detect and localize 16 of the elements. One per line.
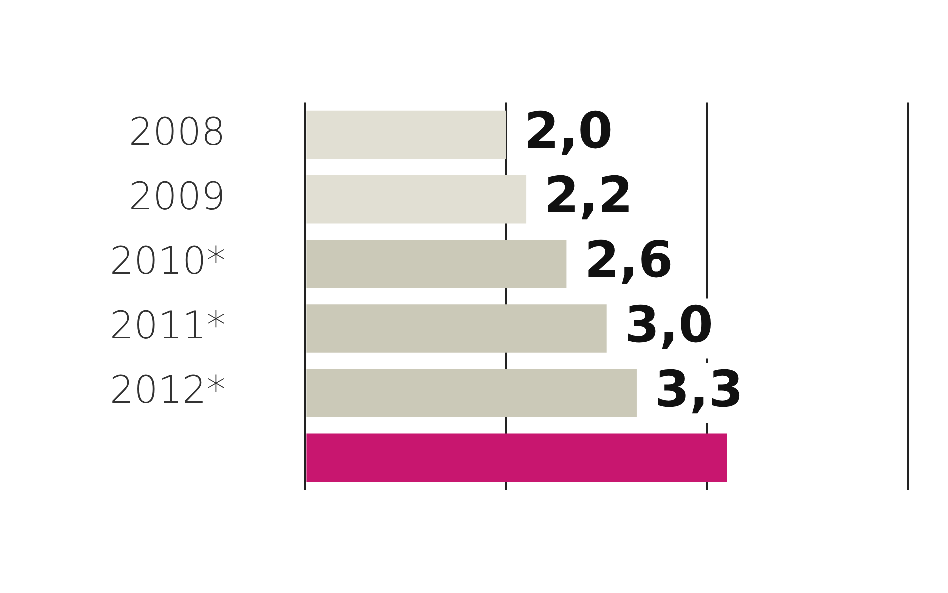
y-tick-label: 2012* <box>110 368 226 412</box>
data-label: 2,6 <box>584 231 674 290</box>
y-tick-label: 2011* <box>110 304 226 348</box>
y-tick-label: 2008 <box>128 110 226 154</box>
data-label: 3,0 <box>624 296 714 354</box>
bar <box>306 110 506 160</box>
bar <box>306 240 567 288</box>
bar <box>306 369 637 418</box>
data-label: 3,3 <box>654 360 744 418</box>
y-tick-label: 2009 <box>128 174 226 219</box>
data-label: 2,2 <box>544 166 634 225</box>
data-label: 2,0 <box>524 102 614 160</box>
bar <box>306 434 728 482</box>
y-tick-label: 2010* <box>110 239 226 284</box>
bar <box>306 304 607 353</box>
bar <box>306 176 527 224</box>
